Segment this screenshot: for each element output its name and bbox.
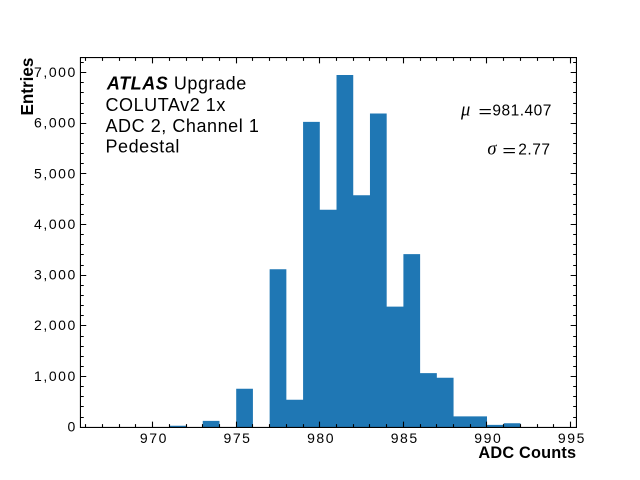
svg-text:ADC Counts: ADC Counts	[478, 444, 576, 462]
svg-text:Entries: Entries	[18, 58, 37, 116]
svg-text:985: 985	[391, 430, 419, 446]
svg-text:1,000: 1,000	[34, 368, 77, 384]
svg-text:3,000: 3,000	[34, 267, 77, 283]
svg-text:μ: μ	[460, 101, 470, 121]
svg-text:COLUTAv2 1x: COLUTAv2 1x	[106, 95, 226, 115]
svg-text:981.407: 981.407	[492, 103, 552, 120]
svg-text:4,000: 4,000	[34, 216, 77, 232]
svg-text:5,000: 5,000	[34, 165, 77, 181]
svg-text:Pedestal: Pedestal	[106, 137, 180, 157]
svg-text:2,000: 2,000	[34, 317, 77, 333]
svg-text:975: 975	[223, 430, 251, 446]
svg-text:7,000: 7,000	[34, 64, 77, 80]
svg-text:ADC 2, Channel 1: ADC 2, Channel 1	[106, 116, 260, 136]
svg-text:990: 990	[474, 430, 502, 446]
svg-text:0: 0	[68, 419, 77, 435]
svg-text:6,000: 6,000	[34, 115, 77, 131]
svg-text:970: 970	[140, 430, 168, 446]
svg-text:ATLAS Upgrade: ATLAS Upgrade	[106, 73, 247, 93]
svg-text:980: 980	[307, 430, 335, 446]
svg-text:σ: σ	[487, 139, 497, 159]
svg-text:995: 995	[558, 430, 586, 446]
svg-text:2.77: 2.77	[518, 141, 550, 158]
